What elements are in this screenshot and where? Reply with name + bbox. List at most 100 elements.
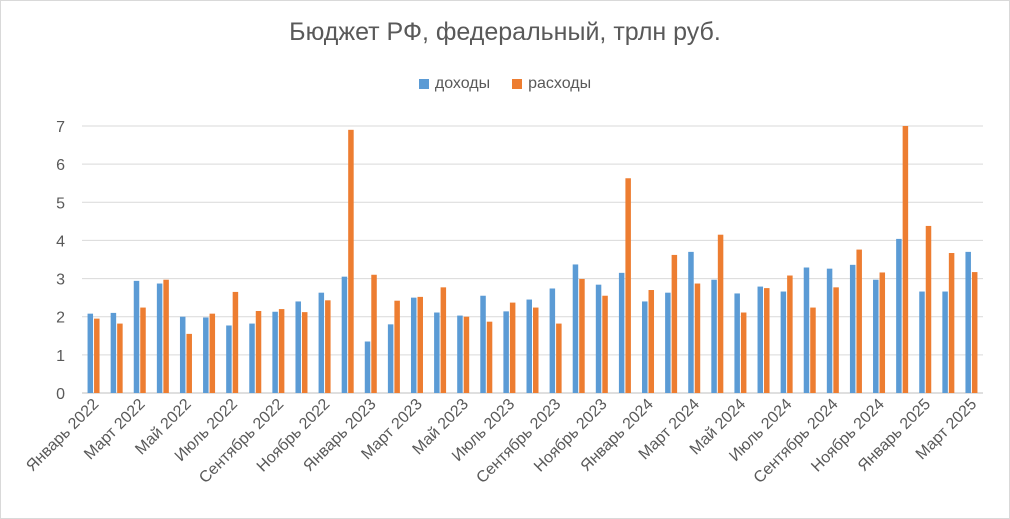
- bar-income: [826, 268, 833, 393]
- bar-income: [87, 313, 94, 393]
- bar-expenses: [694, 283, 701, 393]
- y-tick-label: 2: [56, 310, 65, 327]
- bar-expenses: [394, 300, 400, 393]
- bar-expenses: [371, 274, 377, 393]
- bar-income: [226, 325, 232, 393]
- legend-item-expenses: расходы: [512, 75, 591, 93]
- bar-expenses: [94, 318, 100, 393]
- bar-income: [642, 301, 648, 393]
- bar-income: [873, 279, 879, 393]
- bar-expenses: [856, 249, 862, 393]
- bar-income: [549, 288, 556, 393]
- bar-expenses: [486, 321, 493, 393]
- bar-income: [849, 264, 856, 393]
- y-tick-label: 4: [56, 233, 65, 250]
- bar-income: [942, 291, 948, 393]
- bar-expenses: [602, 295, 608, 393]
- bar-expenses: [671, 254, 678, 393]
- bar-income: [410, 297, 417, 393]
- bar-income: [688, 251, 694, 393]
- bar-expenses: [948, 253, 955, 393]
- y-tick-label: 7: [56, 119, 65, 136]
- y-tick-label: 5: [56, 195, 65, 212]
- bar-income: [156, 283, 163, 393]
- bar-income: [757, 286, 764, 393]
- x-tick-label: Сентябрь 2023: [473, 396, 564, 487]
- bar-income: [295, 301, 301, 393]
- bar-expenses: [186, 333, 192, 393]
- bar-income: [526, 299, 532, 393]
- bar-expenses: [556, 323, 562, 393]
- legend-item-income: доходы: [418, 75, 491, 93]
- legend-label-income: доходы: [434, 75, 491, 92]
- bar-income: [179, 316, 186, 393]
- bar-expenses: [301, 312, 308, 393]
- bar-expenses: [971, 272, 978, 393]
- bar-expenses: [509, 302, 516, 393]
- bar-income: [503, 311, 509, 393]
- bar-income: [457, 315, 463, 393]
- y-tick-label: 1: [56, 348, 65, 365]
- bar-expenses: [810, 307, 816, 393]
- bar-income: [480, 295, 486, 393]
- bar-expenses: [925, 225, 932, 393]
- bar-expenses: [140, 307, 146, 393]
- legend-swatch-expenses: [512, 79, 523, 89]
- legend-label-expenses: расходы: [528, 75, 592, 92]
- bar-income: [434, 312, 440, 393]
- bar-income: [734, 293, 740, 393]
- bar-expenses: [879, 272, 886, 393]
- bar-expenses: [325, 300, 331, 393]
- bar-expenses: [625, 178, 631, 393]
- bar-income: [364, 341, 371, 393]
- bar-expenses: [440, 287, 447, 393]
- bar-income: [919, 291, 925, 393]
- bar-income: [595, 284, 602, 393]
- y-tick-label: 6: [56, 157, 65, 174]
- bar-income: [133, 280, 140, 393]
- bar-expenses: [533, 307, 539, 393]
- bar-income: [780, 291, 787, 393]
- bar-expenses: [579, 278, 585, 393]
- bar-expenses: [117, 323, 123, 393]
- y-tick-label: 0: [56, 386, 65, 403]
- bar-expenses: [787, 275, 793, 393]
- bar-income: [249, 323, 255, 393]
- bar-income: [272, 311, 278, 393]
- chart-title: Бюджет РФ, федеральный, трлн руб.: [289, 18, 721, 46]
- x-tick-label: Январь 2022: [23, 396, 102, 475]
- bar-income: [896, 238, 902, 393]
- bar-expenses: [740, 312, 747, 393]
- bar-expenses: [833, 287, 839, 393]
- bar-income: [203, 317, 209, 393]
- bar-expenses: [717, 234, 724, 393]
- bar-expenses: [348, 129, 354, 394]
- bar-income: [110, 312, 117, 393]
- bar-expenses: [463, 316, 470, 393]
- bar-expenses: [902, 126, 909, 393]
- bar-expenses: [163, 279, 169, 393]
- legend-swatch-income: [418, 79, 429, 89]
- bar-income: [318, 292, 325, 393]
- bar-expenses: [278, 309, 285, 393]
- bar-expenses: [417, 296, 423, 393]
- bar-expenses: [255, 310, 262, 393]
- y-tick-label: 3: [56, 272, 65, 289]
- bar-income: [387, 324, 394, 393]
- x-tick-label: Сентябрь 2022: [196, 396, 287, 487]
- bar-expenses: [648, 290, 655, 393]
- bar-income: [803, 267, 810, 393]
- bar-income: [965, 251, 971, 393]
- bar-income: [618, 272, 625, 393]
- x-tick-label: Сентябрь 2024: [751, 396, 842, 487]
- bar-expenses: [209, 313, 216, 393]
- bar-expenses: [232, 291, 239, 393]
- chart-legend: доходы расходы: [0, 75, 1010, 93]
- bar-income: [711, 279, 717, 393]
- bar-income: [665, 292, 671, 393]
- bar-income: [572, 264, 579, 393]
- bar-expenses: [764, 288, 770, 393]
- bar-income: [341, 276, 348, 393]
